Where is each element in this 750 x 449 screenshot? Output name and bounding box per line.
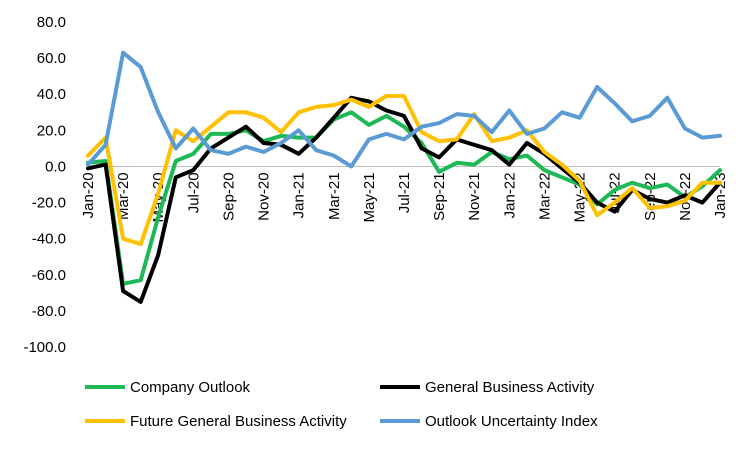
y-axis: 80.0 60.0 40.0 20.0 0.0 -20.0 -40.0 -60.0 -80.0 -… (23, 14, 720, 356)
x-tick-label: Sep-21 (431, 172, 448, 220)
y-tick-label: 60.0 (37, 50, 66, 67)
legend-label: General Business Activity (425, 379, 595, 396)
y-tick-label: -20.0 (32, 195, 66, 212)
y-tick-label: 40.0 (37, 86, 66, 103)
series-line-outlook-uncertainty-index (86, 50, 722, 169)
legend-label: Outlook Uncertainty Index (425, 413, 598, 430)
y-tick-label: -80.0 (32, 303, 66, 320)
x-tick-label: Nov-21 (466, 172, 483, 220)
y-tick-label: 80.0 (37, 14, 66, 31)
x-tick-label: Sep-20 (220, 172, 237, 220)
x-tick-label: Jan-22 (501, 172, 518, 218)
x-tick-label: Jan-23 (712, 172, 729, 218)
x-tick-label: May-21 (361, 172, 378, 222)
series-line-general-business-activity (86, 95, 722, 304)
series-line-future-general-business-activity (86, 94, 722, 247)
y-tick-label: -60.0 (32, 267, 66, 284)
x-tick-label: Nov-20 (256, 172, 273, 220)
series-lines (86, 50, 722, 304)
x-tick-label: Jan-21 (291, 172, 308, 218)
x-tick-label: Jan-20 (80, 172, 97, 218)
series-line-company-outlook (86, 110, 722, 286)
y-tick-label: -100.0 (23, 339, 66, 356)
x-tick-label: Mar-21 (326, 172, 343, 220)
y-tick-label: 0.0 (45, 158, 66, 175)
x-tick-label: Jul-21 (396, 172, 413, 213)
legend-label: Future General Business Activity (130, 413, 347, 430)
x-tick-label: Mar-22 (536, 172, 553, 220)
y-tick-label: 20.0 (37, 122, 66, 139)
x-tick-label: Jul-20 (185, 172, 202, 213)
x-axis: Jan-20 Mar-20 May-20 Jul-20 Sep-20 Nov-20 Jan-… (80, 172, 729, 222)
legend-label: Company Outlook (130, 379, 251, 396)
legend: Company Outlook General Business Activity… (85, 379, 598, 430)
y-tick-label: -40.0 (32, 231, 66, 248)
